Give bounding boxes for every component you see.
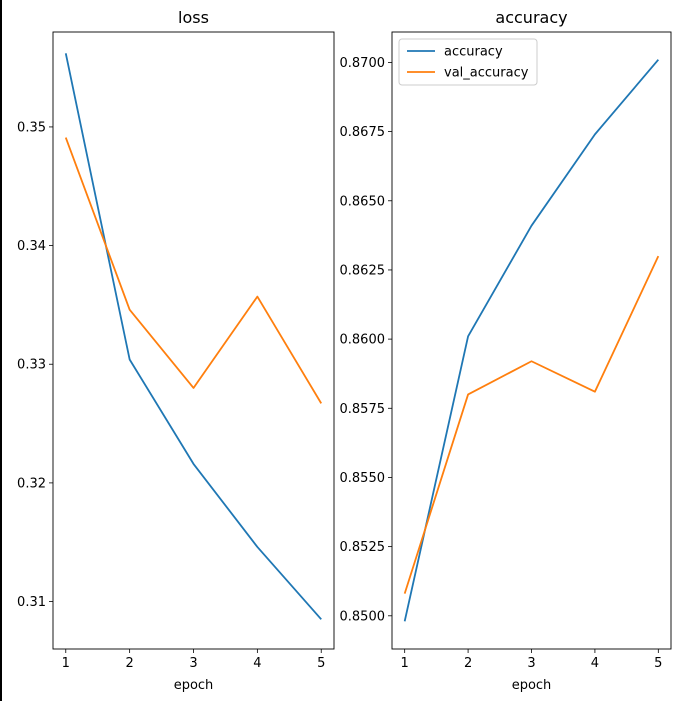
x-axis-label: epoch (174, 678, 214, 693)
y-tick-label: 0.34 (17, 239, 46, 254)
chart-title: loss (178, 8, 209, 27)
series-line-series-1 (64, 137, 323, 404)
plot-frame (52, 31, 335, 650)
y-tick-label: 0.35 (17, 120, 46, 135)
plot-frame (391, 31, 672, 650)
y-tick-label: 0.8550 (340, 471, 386, 486)
y-tick-label: 0.33 (17, 358, 46, 373)
series-line-series-0 (64, 53, 322, 620)
legend-label: accuracy (444, 45, 503, 60)
x-tick-label: 3 (189, 656, 197, 671)
left-edge-rule (0, 0, 2, 701)
y-tick-label: 0.8700 (340, 56, 386, 71)
series-line-accuracy (403, 59, 660, 622)
x-tick-label: 1 (62, 656, 70, 671)
x-axis-label: epoch (512, 678, 552, 693)
y-tick-label: 0.32 (17, 476, 46, 491)
chart-panel-1: accuracy 1 2 3 4 5 0.8500 0.8525 0.8550 0.8575 0.8… (340, 8, 672, 693)
y-tick-label: 0.8525 (340, 540, 386, 555)
x-tick-label: 5 (654, 656, 662, 671)
y-tick-label: 0.8600 (340, 333, 386, 348)
x-tick-label: 4 (253, 656, 261, 671)
y-tick-label: 0.8575 (340, 402, 386, 417)
y-tick-label: 0.8500 (340, 609, 386, 624)
x-tick-label: 5 (317, 656, 325, 671)
y-tick-label: 0.8675 (340, 125, 386, 140)
y-tick-label: 0.31 (17, 595, 46, 610)
x-tick-label: 2 (464, 656, 472, 671)
y-tick-label: 0.8625 (340, 263, 386, 278)
legend-label: val_accuracy (444, 66, 529, 81)
x-tick-label: 3 (527, 656, 535, 671)
chart-title: accuracy (495, 8, 567, 27)
x-tick-label: 4 (591, 656, 599, 671)
series-line-val_accuracy (403, 255, 660, 594)
x-tick-label: 1 (401, 656, 409, 671)
y-tick-label: 0.8650 (340, 194, 386, 209)
chart-panel-0: loss 1 2 3 4 5 0.31 0.32 0.33 0.34 0.35 epoch (17, 8, 335, 693)
x-tick-label: 2 (125, 656, 133, 671)
legend: accuracy val_accuracy (398, 38, 538, 86)
